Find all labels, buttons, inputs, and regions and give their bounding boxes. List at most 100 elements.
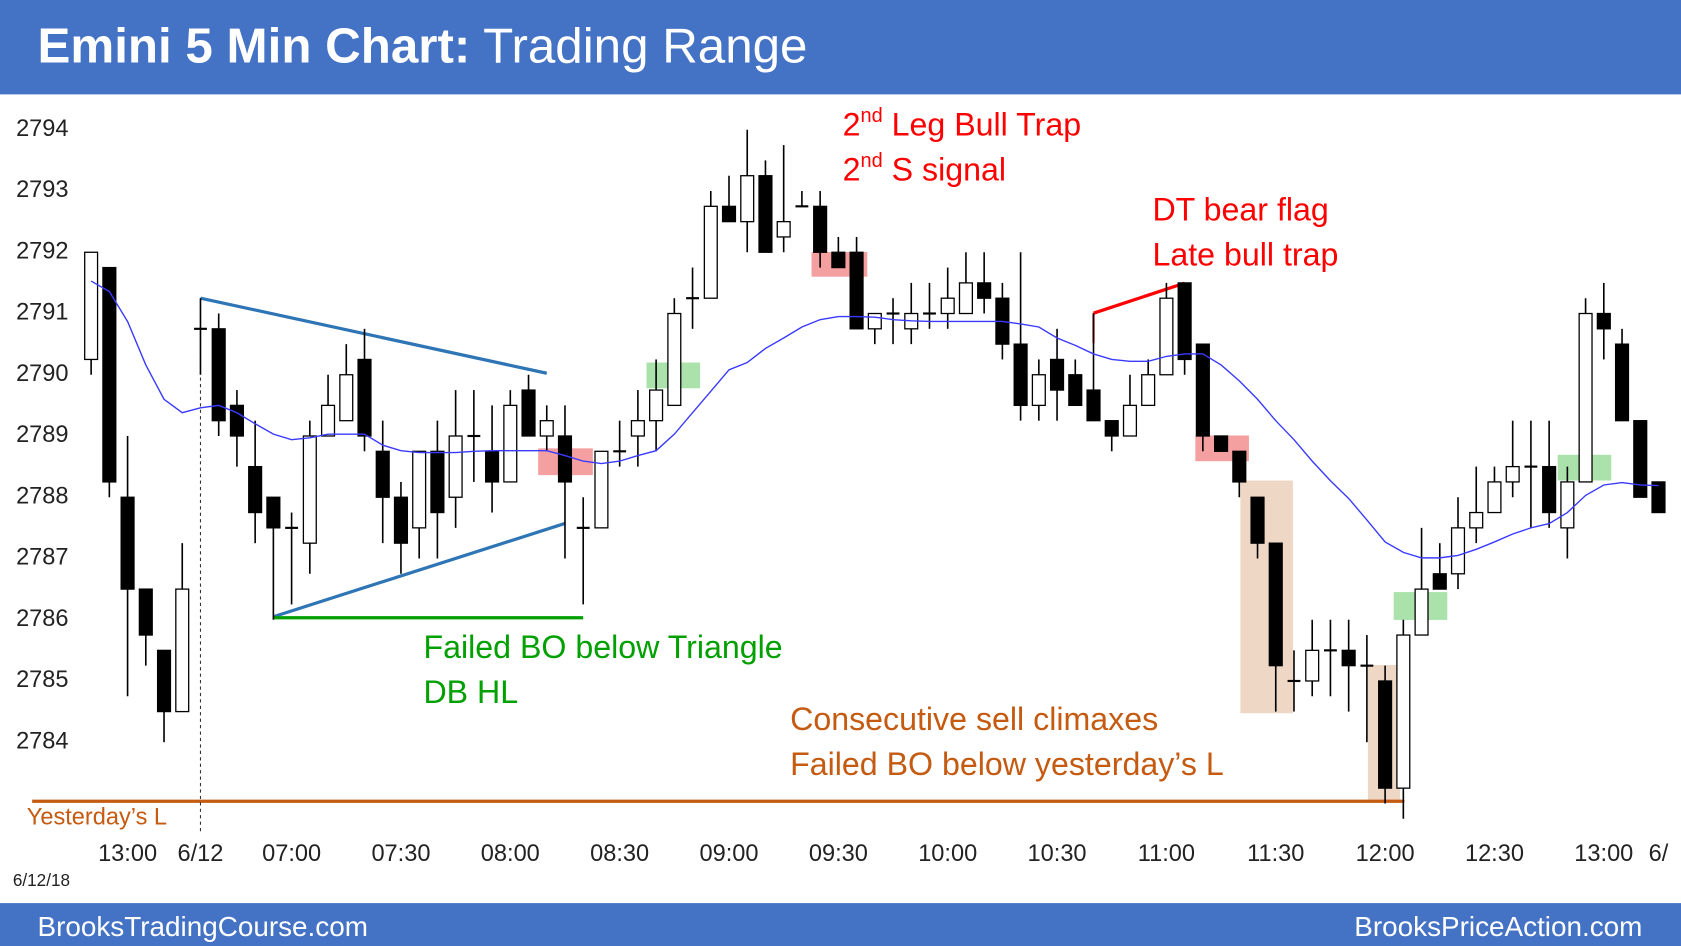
annotation: Consecutive sell climaxes [790, 700, 1158, 736]
candle-body [393, 496, 409, 544]
candle-body [156, 649, 172, 713]
header-title: Emini 5 Min Chart: Trading Range [38, 18, 808, 73]
annotation-text: Failed BO below yesterday’s L [790, 745, 1224, 781]
candle-body [1432, 573, 1447, 590]
y-tick-label: 2794 [16, 115, 68, 141]
candle-body [1268, 542, 1283, 667]
y-tick-label: 2790 [16, 360, 68, 386]
candle-body [1542, 465, 1557, 514]
candle-body [1086, 389, 1101, 422]
annotation-text: Consecutive sell climaxes [790, 700, 1158, 736]
plot: 2784 2785 2786 2787 2788 2789 2790 2791 2792 2793… [16, 115, 1669, 866]
annotation-text: Late bull trap [1152, 236, 1338, 272]
candle-body [1104, 420, 1119, 437]
candle-body [1013, 343, 1028, 407]
x-tick-label: 13:00 [1574, 840, 1633, 866]
candle-body [412, 450, 427, 529]
candle-body [630, 420, 645, 437]
x-tick-label: 08:30 [590, 840, 649, 866]
candle-body [1195, 343, 1210, 437]
y-tick-label: 2788 [16, 482, 68, 508]
x-tick-label: 08:00 [481, 840, 540, 866]
annotation-after: S signal [883, 151, 1006, 187]
y-tick-label: 2785 [16, 666, 68, 692]
x-tick-label: 11:30 [1247, 840, 1304, 866]
annotation-text: DT bear flag [1152, 191, 1328, 227]
candle-body [703, 205, 718, 299]
annotation-text: Failed BO below Triangle [423, 628, 782, 664]
candle-body [1614, 343, 1630, 422]
x-tick-label: 6/12 [178, 840, 224, 866]
annotation-sup: nd [861, 150, 883, 172]
candle-body [776, 221, 791, 238]
annotation-text: DB HL [423, 673, 518, 709]
highlight-box [1240, 480, 1293, 714]
footer-right: BrooksPriceAction.com [1354, 911, 1642, 942]
candle-body [485, 450, 500, 483]
title-bold: Emini 5 Min Chart: [38, 18, 471, 73]
x-tick-label: 6/ [1649, 840, 1669, 866]
annotation-sup: nd [861, 105, 883, 127]
candle-body [138, 588, 153, 636]
y-tick-label: 2787 [16, 544, 68, 570]
candle-body [721, 205, 737, 223]
x-tick-label: 13:00 [98, 840, 157, 866]
y-tick-label: 2784 [16, 727, 68, 753]
candle-body [375, 450, 390, 498]
annotation-text: 2 [843, 106, 861, 142]
y-tick-label: 2786 [16, 605, 68, 631]
candle-body [1141, 374, 1156, 407]
candle-body [175, 588, 190, 713]
candle-body [1341, 649, 1356, 667]
candle-body [1469, 511, 1484, 529]
annotation: DB HL [423, 673, 518, 709]
x-tick-label: 11:00 [1138, 840, 1195, 866]
candle-body [977, 282, 992, 299]
candle-body [1031, 374, 1046, 407]
candle-body [1578, 312, 1593, 483]
x-tick-label: 07:00 [262, 840, 321, 866]
candle-body [302, 435, 317, 544]
ema-line [90, 280, 1659, 559]
candle-body [1414, 588, 1429, 636]
trend-line [272, 521, 566, 619]
candle-body [1049, 358, 1065, 391]
candle-body [1305, 649, 1320, 682]
candle-body [521, 389, 536, 437]
candle-body [1159, 297, 1174, 376]
y-tick-label: 2792 [16, 237, 68, 263]
annotation: Late bull trap [1152, 236, 1338, 272]
candle-body [958, 282, 974, 315]
candle-body [266, 496, 281, 529]
candle-body [1505, 465, 1520, 483]
candle-body [357, 358, 372, 437]
annotation-text: 2 [843, 151, 861, 187]
candle-body [1633, 420, 1648, 498]
candle-body [1651, 481, 1666, 514]
candle-body [339, 374, 354, 422]
candle-body [211, 328, 226, 422]
candle-body [102, 266, 117, 483]
x-tick-label: 09:30 [809, 840, 868, 866]
annotation: DT bear flag [1152, 191, 1328, 227]
title: Trading Range [483, 18, 807, 73]
candle-body [1596, 312, 1611, 330]
candle-body [867, 312, 882, 330]
candle-body [594, 450, 609, 529]
candle-body [320, 404, 336, 437]
candle-body [1068, 374, 1083, 407]
y-tick-label: 2791 [16, 299, 68, 325]
header-band [0, 0, 1681, 95]
x-tick-label: 07:30 [371, 840, 430, 866]
candle-body [448, 435, 463, 498]
annotation-text: Yesterday’s L [27, 804, 167, 830]
candle-body [120, 496, 135, 590]
candle-body [849, 251, 864, 330]
candle-body [1487, 481, 1502, 514]
candle-body [1250, 496, 1265, 544]
annotation: Failed BO below yesterday’s L [790, 745, 1224, 781]
candle-body [1396, 634, 1411, 789]
candle-body [740, 175, 755, 223]
